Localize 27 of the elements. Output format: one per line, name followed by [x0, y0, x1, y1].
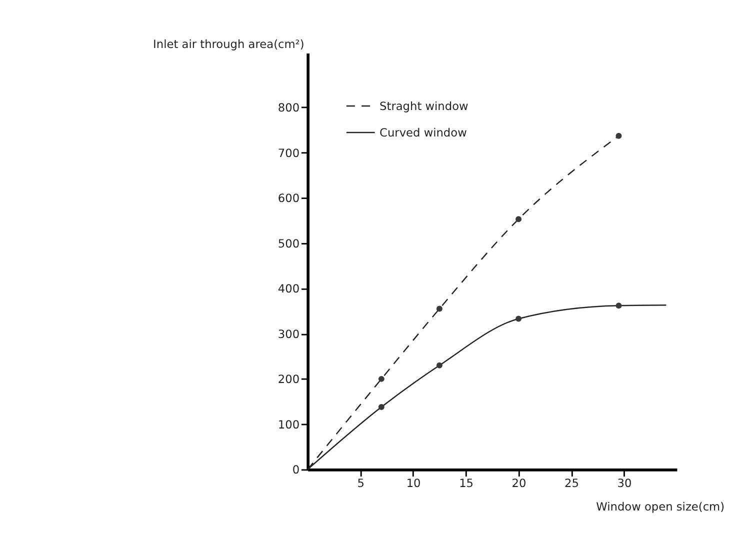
y-tick-label: 200 [278, 372, 300, 386]
y-tick-label: 800 [278, 100, 300, 115]
y-tick-label: 700 [278, 146, 300, 160]
y-axis-title: Inlet air through area(cm²) [153, 36, 304, 51]
point [516, 216, 522, 222]
legend-label: Straght window [380, 98, 468, 113]
y-tick-label: 400 [278, 282, 300, 296]
legend-label: Curved window [380, 125, 467, 140]
y-tick-label: 0 [292, 462, 300, 477]
y-tick-label: 300 [278, 326, 300, 341]
point [436, 306, 442, 312]
point [378, 404, 384, 410]
y-tick-label: 600 [278, 191, 300, 206]
x-tick-label: 25 [564, 476, 579, 490]
x-tick-label: 10 [406, 476, 421, 490]
y-tick-label: 500 [278, 236, 300, 250]
y-tick-label: 100 [278, 417, 300, 432]
point [378, 376, 384, 382]
point [436, 362, 442, 368]
x-axis-title: Window open size(cm) [596, 500, 725, 514]
x-tick-label: 30 [617, 476, 632, 490]
x-tick-label: 15 [459, 476, 474, 490]
point [616, 132, 622, 139]
x-tick-label: 5 [357, 476, 364, 490]
x-tick-label: 20 [512, 476, 526, 490]
point [616, 302, 622, 309]
point [516, 316, 522, 322]
